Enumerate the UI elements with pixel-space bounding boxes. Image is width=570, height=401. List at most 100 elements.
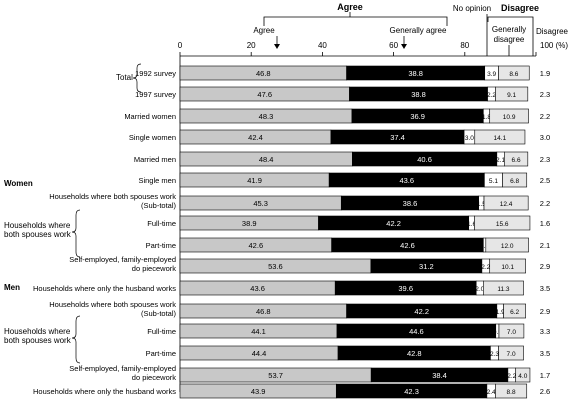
data-label: 42.2 bbox=[414, 307, 429, 316]
row-label: Single men bbox=[138, 176, 176, 185]
men-hh-brace bbox=[71, 315, 81, 364]
data-label: 53.6 bbox=[268, 262, 283, 271]
data-label: 36.9 bbox=[410, 112, 425, 121]
data-label-disagree: 3.0 bbox=[540, 133, 550, 142]
x-tick-label: 80 bbox=[460, 41, 469, 50]
data-label: 42.2 bbox=[386, 219, 401, 228]
data-label: 15.6 bbox=[496, 221, 509, 228]
data-label: 10.9 bbox=[503, 114, 516, 121]
x-tick-label: 20 bbox=[247, 41, 256, 50]
group-households-both-work-women: Households where both spouses work bbox=[4, 221, 72, 239]
header-disagree: Disagree bbox=[501, 3, 539, 13]
data-label-disagree: 2.2 bbox=[540, 199, 550, 208]
row-label: Single women bbox=[129, 133, 176, 142]
group-label-line-1: Households where bbox=[4, 221, 71, 230]
row-label-line-1: Households where both spouses work bbox=[49, 192, 176, 201]
data-label: 38.8 bbox=[408, 69, 423, 78]
data-label-disagree: 1.7 bbox=[540, 371, 550, 380]
data-label: 11.3 bbox=[497, 286, 510, 293]
group-label-line-2: both spouses work bbox=[4, 230, 72, 239]
data-label: 44.4 bbox=[252, 349, 267, 358]
group-total: Total bbox=[116, 73, 133, 82]
row-label: Households where only the husband works bbox=[33, 284, 176, 293]
row-label: Married men bbox=[134, 155, 176, 164]
agree-bracket bbox=[263, 16, 448, 26]
row-label-line-2: do piecework bbox=[132, 373, 176, 382]
row-label-line-1: Households where both spouses work bbox=[49, 300, 176, 309]
row-label: Married women bbox=[124, 112, 176, 121]
row-label: Households where both spouses work (Sub-t… bbox=[49, 192, 176, 210]
data-label: 9.1 bbox=[507, 92, 516, 99]
data-label: 7.0 bbox=[507, 351, 516, 358]
group-men: Men bbox=[4, 283, 20, 292]
bar-segment-generally-disagree bbox=[502, 172, 528, 188]
row-label: Households where both spouses work (Sub-t… bbox=[49, 300, 176, 318]
data-label-disagree: 2.2 bbox=[540, 112, 550, 121]
header-generally-disagree-1: Generally bbox=[492, 25, 526, 34]
data-label: 1.9 bbox=[496, 309, 505, 316]
bar-segment-generally-disagree bbox=[489, 258, 526, 274]
women-hh-brace bbox=[71, 209, 81, 258]
bar-segment-generally-disagree bbox=[498, 323, 525, 339]
row-label: Full-time bbox=[147, 327, 176, 336]
data-label: 44.1 bbox=[251, 327, 266, 336]
row-label-line-1: Self-employed, family-employed bbox=[69, 255, 176, 264]
header-no-opinion: No opinion bbox=[453, 4, 491, 13]
data-label: 1.8 bbox=[482, 114, 491, 121]
bar-segment-generally-disagree bbox=[483, 195, 529, 211]
data-label: 48.3 bbox=[259, 112, 274, 121]
x-tick-label: 60 bbox=[389, 41, 398, 50]
data-label: 41.9 bbox=[247, 176, 262, 185]
data-label-disagree: 2.9 bbox=[540, 307, 550, 316]
data-label: 43.6 bbox=[399, 176, 414, 185]
bar-segment-generally-disagree bbox=[515, 367, 531, 383]
row-label-line-2: (Sub-total) bbox=[141, 309, 177, 318]
data-label: 42.4 bbox=[248, 133, 263, 142]
bar-segment-generally-disagree bbox=[489, 108, 529, 124]
row-label-line-2: do piecework bbox=[132, 264, 176, 273]
data-label-disagree: 2.3 bbox=[540, 155, 550, 164]
x-tick-label: 40 bbox=[318, 41, 327, 50]
data-label: 2.2 bbox=[487, 92, 496, 99]
group-households-both-work-men: Households where both spouses work bbox=[4, 327, 72, 345]
data-label: 42.8 bbox=[407, 349, 422, 358]
data-label: 42.3 bbox=[404, 387, 419, 396]
bar-segment-generally-disagree bbox=[495, 86, 529, 102]
data-label: 31.2 bbox=[419, 262, 434, 271]
data-label: 48.4 bbox=[259, 155, 274, 164]
row-label: Self-employed, family-employed do piecewo… bbox=[69, 255, 176, 273]
header-disagree-col: Disagree bbox=[536, 27, 569, 36]
generally-agree-arrow bbox=[401, 44, 407, 49]
bar-segment-generally-disagree bbox=[485, 237, 529, 253]
data-label: 8.8 bbox=[507, 389, 516, 396]
data-label: 38.6 bbox=[403, 199, 418, 208]
data-label: 6.8 bbox=[510, 178, 519, 185]
data-label: 2.2 bbox=[507, 373, 516, 380]
data-label: 43.6 bbox=[250, 284, 265, 293]
data-label: 46.8 bbox=[256, 69, 271, 78]
row-label-line-2: (Sub-total) bbox=[141, 201, 177, 210]
data-label-disagree: 3.5 bbox=[540, 284, 550, 293]
data-label: 45.3 bbox=[253, 199, 268, 208]
data-label: 40.6 bbox=[417, 155, 432, 164]
bar-segment-generally-disagree bbox=[504, 151, 529, 167]
data-label: 2.1 bbox=[496, 157, 505, 164]
data-label: 53.7 bbox=[268, 371, 283, 380]
header-agree: Agree bbox=[337, 2, 363, 12]
row-label: Full-time bbox=[147, 219, 176, 228]
data-label: 2.4 bbox=[487, 389, 496, 396]
row-label: Households where only the husband works bbox=[33, 387, 176, 396]
bars: 46.8 38.8 3.9 8.6 1.9 47.6 38.8 2.2 9.1 2.3 48.3 36… bbox=[179, 65, 550, 399]
data-label: 7.0 bbox=[507, 329, 516, 336]
data-label: 8.6 bbox=[509, 71, 518, 78]
chart-header: Agree Agree Generally agree No opinion Disag… bbox=[253, 2, 569, 56]
data-label-disagree: 2.3 bbox=[540, 90, 550, 99]
bar-segment-generally-disagree bbox=[483, 280, 524, 296]
data-label-disagree: 3.3 bbox=[540, 327, 550, 336]
data-label: 42.6 bbox=[249, 241, 264, 250]
data-label: 39.6 bbox=[398, 284, 413, 293]
data-label: 42.6 bbox=[400, 241, 415, 250]
row-label: 1992 survey bbox=[135, 69, 176, 78]
